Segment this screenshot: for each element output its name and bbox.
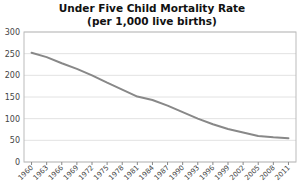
y-axis: 0 50 100 150 200 250 300 (5, 28, 20, 167)
x-tick-label: 2002 (228, 164, 246, 182)
x-tick (46, 162, 47, 165)
y-tick-label: 50 (10, 136, 20, 145)
y-tick-label: 0 (15, 158, 20, 167)
y-tick-label: 250 (5, 50, 20, 59)
x-tick (76, 162, 77, 165)
title-line: (per 1,000 live births) (87, 15, 217, 27)
x-tick-label: 1963 (32, 164, 50, 182)
x-tick (31, 162, 32, 165)
grid-line (24, 53, 296, 54)
x-tick (273, 162, 274, 165)
x-tick (197, 162, 198, 165)
y-tick-label: 150 (5, 93, 20, 102)
x-tick (152, 162, 153, 165)
x-axis: 1960196319661969197219751978198119841987… (17, 162, 292, 182)
x-tick-label: 2008 (258, 164, 276, 182)
grid-line (24, 140, 296, 141)
x-tick (258, 162, 259, 165)
grid (24, 32, 296, 162)
x-tick-label: 1975 (92, 164, 110, 182)
x-tick-label: 1996 (198, 163, 217, 182)
title: Under Five Child Mortality Rate(per 1,00… (59, 2, 245, 27)
x-tick (107, 162, 108, 165)
x-tick (182, 162, 183, 165)
x-tick-label: 1966 (47, 163, 66, 182)
x-tick (243, 162, 244, 165)
x-tick (137, 162, 138, 165)
y-tick-label: 200 (5, 71, 20, 80)
series (32, 53, 289, 138)
x-tick-label: 1999 (213, 164, 231, 182)
x-tick-label: 1969 (62, 164, 80, 182)
x-tick-label: 1990 (168, 164, 186, 182)
x-tick (167, 162, 168, 165)
y-tick-label: 300 (5, 28, 20, 37)
x-tick-label: 1993 (183, 164, 201, 182)
chart: Under Five Child Mortality Rate(per 1,00… (0, 0, 304, 186)
x-tick-label: 1981 (122, 164, 140, 182)
x-tick-label: 2011 (274, 164, 292, 182)
grid-line (24, 118, 296, 119)
x-tick-label: 1972 (77, 164, 95, 182)
grid-line (24, 97, 296, 98)
x-tick-label: 1978 (107, 164, 125, 182)
title-line: Under Five Child Mortality Rate (59, 2, 245, 14)
grid-line (24, 75, 296, 76)
line (32, 53, 289, 138)
x-tick (92, 162, 93, 165)
plot-frame (24, 32, 296, 162)
x-tick (61, 162, 62, 165)
x-tick-label: 1984 (138, 163, 157, 182)
x-tick-label: 1960 (17, 164, 35, 182)
x-tick (122, 162, 123, 165)
x-tick (212, 162, 213, 165)
y-tick-label: 100 (5, 115, 20, 124)
x-tick-label: 1987 (153, 164, 171, 182)
x-tick (288, 162, 289, 165)
x-tick-label: 2005 (243, 164, 261, 182)
x-tick (228, 162, 229, 165)
